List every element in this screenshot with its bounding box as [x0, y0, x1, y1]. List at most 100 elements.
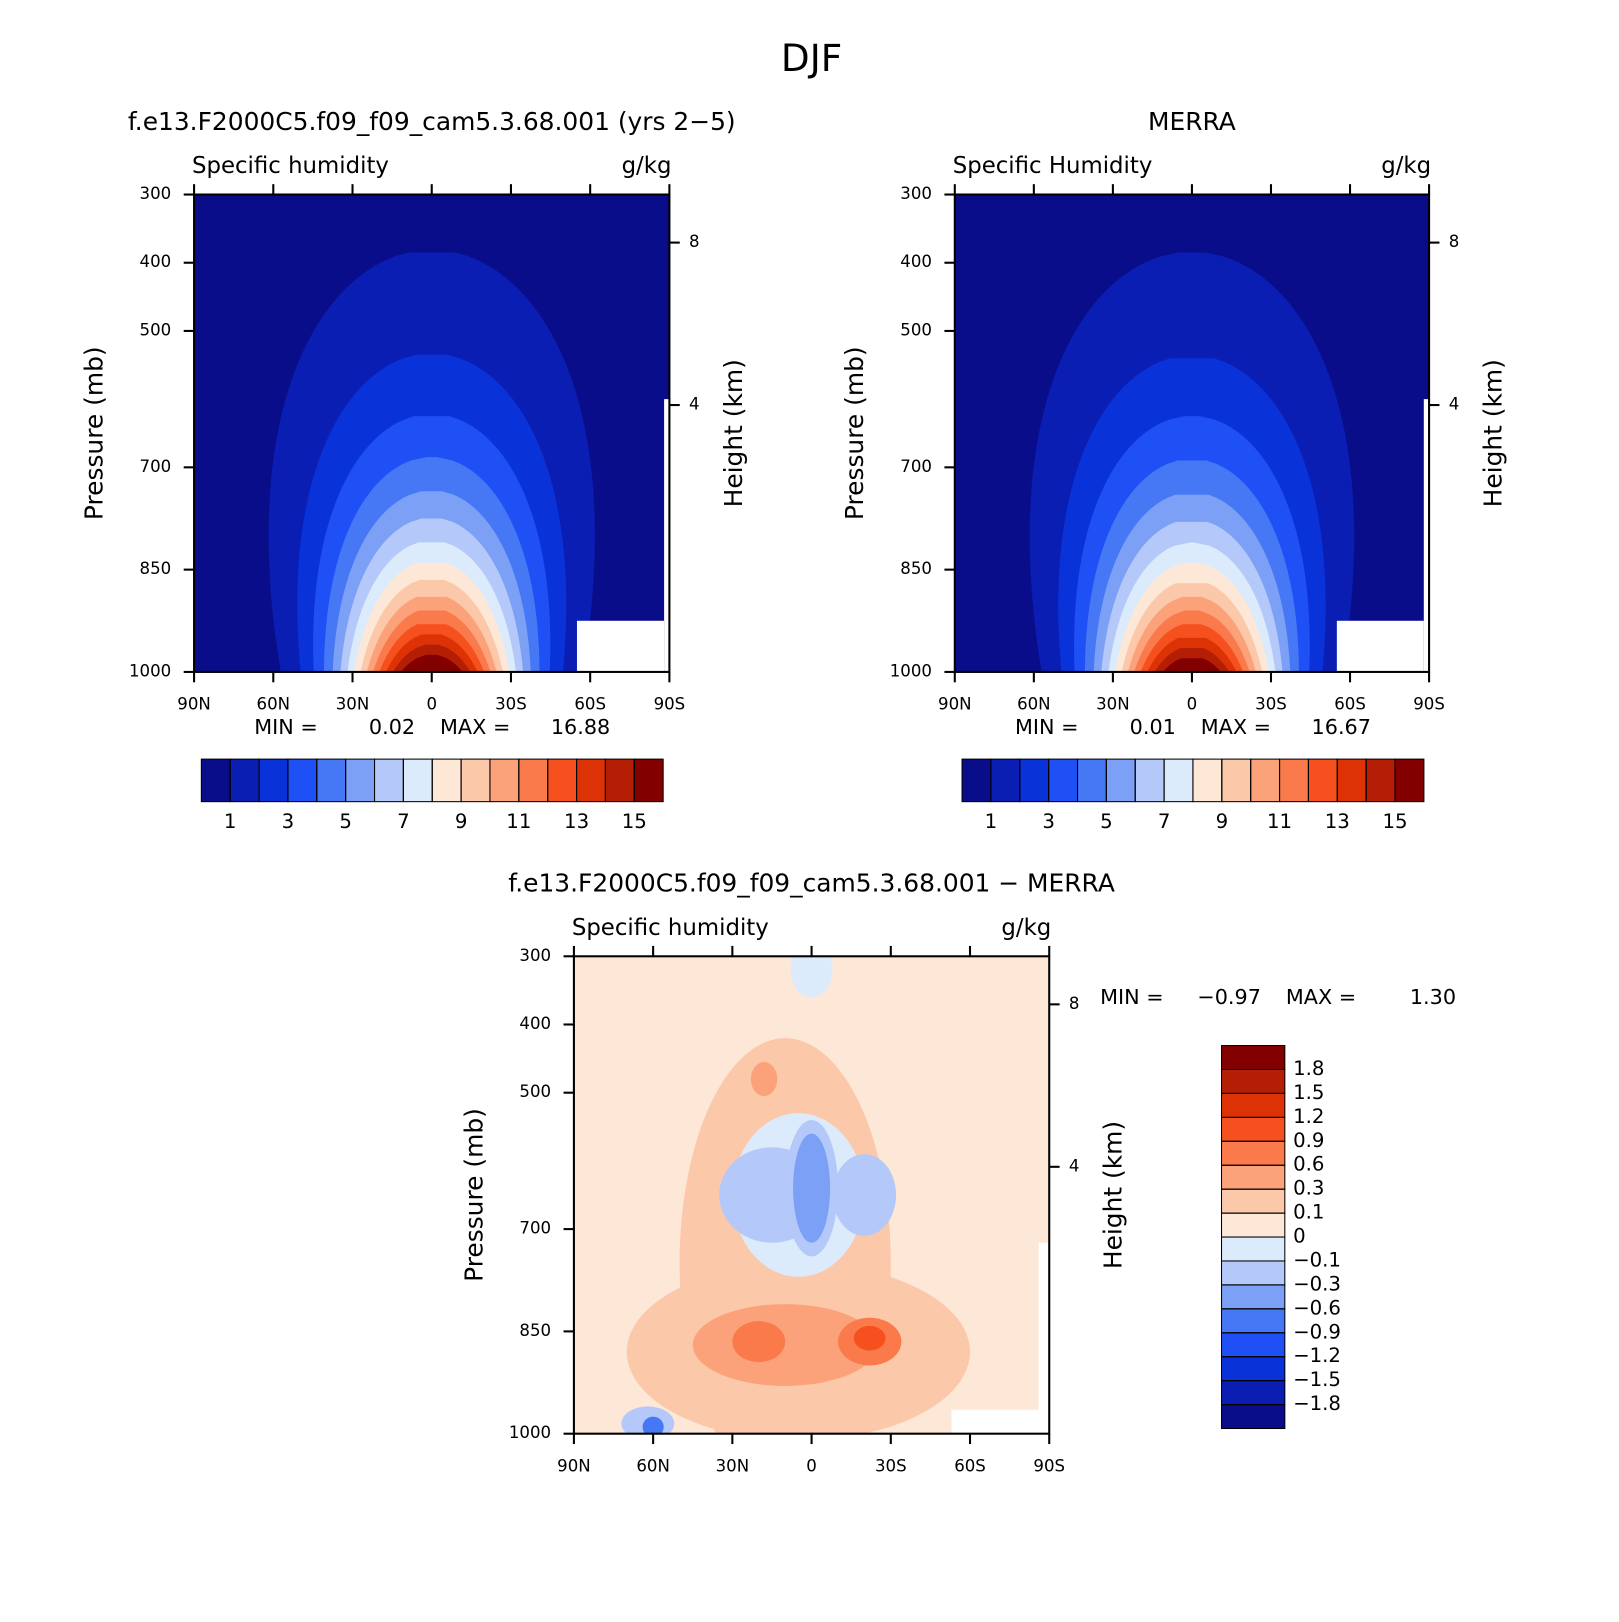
stat-label: MAX =: [440, 715, 510, 739]
colorbar-label: 7: [397, 810, 410, 833]
colorbar-label: 7: [1158, 810, 1171, 833]
x-tick-label: 90N: [177, 695, 211, 714]
colorbar-box: [1192, 758, 1223, 803]
colorbar-box: [1220, 1116, 1286, 1142]
colorbar-box: [1220, 1356, 1286, 1382]
colorbar-box: [1220, 1404, 1286, 1430]
colorbar-label: −1.8: [1293, 1392, 1341, 1415]
colorbar-box: [1220, 1260, 1286, 1286]
y2-axis-label: Height (km): [1099, 1121, 1128, 1269]
colorbar-label: 0.3: [1293, 1177, 1324, 1200]
colorbar-box: [1105, 758, 1136, 803]
contour-band: [642, 1416, 664, 1434]
colorbar-label: −0.9: [1293, 1320, 1341, 1343]
y2-tick-label: 8: [689, 232, 700, 251]
y-axis-label: Pressure (mb): [459, 1108, 488, 1282]
colorbar-label: 0.6: [1293, 1153, 1324, 1176]
colorbar-label: 9: [1216, 810, 1229, 833]
colorbar-box: [1220, 1212, 1286, 1238]
y-tick-label: 500: [900, 320, 932, 339]
missing-region: [1423, 399, 1430, 672]
contour-band: [692, 1304, 878, 1386]
y-tick-label: 700: [140, 457, 172, 476]
colorbar-box: [1220, 1284, 1286, 1310]
y2-tick-label: 8: [1449, 232, 1460, 251]
y-tick-label: 1000: [129, 661, 171, 680]
colorbar-label: 15: [622, 810, 647, 833]
panel-title: f.e13.F2000C5.f09_f09_cam5.3.68.001 (yrs…: [128, 107, 736, 136]
units: g/kg: [622, 153, 672, 179]
units: g/kg: [1381, 153, 1431, 179]
colorbar-box: [200, 758, 231, 803]
stat-label: MIN =: [1100, 985, 1164, 1009]
panel-title: MERRA: [1148, 107, 1236, 136]
colorbar-box: [431, 758, 462, 803]
colorbar-label: 3: [1042, 810, 1055, 833]
contour-band: [790, 956, 833, 998]
y-tick-label: 850: [140, 559, 172, 578]
contour-band: [400, 654, 463, 672]
stat-value: 0.02: [369, 715, 415, 739]
contour-band: [853, 1325, 886, 1351]
missing-region: [576, 620, 665, 672]
colorbar-label: 0: [1293, 1225, 1306, 1248]
y2-tick-label: 4: [1449, 395, 1460, 414]
colorbar-box: [961, 758, 992, 803]
colorbar-box: [604, 758, 635, 803]
y-tick-label: 850: [519, 1321, 551, 1340]
colorbar-box: [633, 758, 664, 803]
colorbar-box: [460, 758, 491, 803]
stat-value: 0.01: [1130, 715, 1176, 739]
colorbar-label: −0.3: [1293, 1272, 1341, 1295]
contour-band: [750, 1062, 778, 1097]
colorbar-box: [287, 758, 318, 803]
figure-title: DJF: [781, 36, 842, 80]
x-tick-label: 60S: [954, 1456, 986, 1475]
colorbar-box: [1220, 1332, 1286, 1358]
colorbar-label: −1.2: [1293, 1344, 1341, 1367]
colorbar-box: [990, 758, 1021, 803]
contour-band: [732, 1321, 786, 1363]
colorbar-box: [1220, 1236, 1286, 1262]
colorbar-box: [1163, 758, 1194, 803]
x-tick-label: 90N: [557, 1456, 591, 1475]
colorbar-label: 0.1: [1293, 1201, 1324, 1224]
x-tick-label: 60S: [574, 695, 606, 714]
x-tick-label: 30S: [875, 1456, 907, 1475]
x-tick-label: 0: [806, 1456, 817, 1475]
missing-region: [951, 1409, 1039, 1434]
colorbar-box: [1076, 758, 1107, 803]
colorbar-box: [1394, 758, 1425, 803]
contour-band: [1162, 658, 1222, 672]
stat-value: 16.88: [551, 715, 610, 739]
missing-region: [664, 399, 670, 672]
plot-area: [573, 956, 1050, 1434]
y2-axis-label: Height (km): [719, 359, 748, 507]
colorbar-label: 13: [564, 810, 589, 833]
colorbar-box: [1220, 1140, 1286, 1166]
y-axis-label: Pressure (mb): [79, 346, 108, 520]
colorbar-box: [1220, 1068, 1286, 1094]
colorbar-label: 1: [224, 810, 237, 833]
contour-band: [793, 1133, 831, 1243]
colorbar-label: 0.9: [1293, 1129, 1324, 1152]
stat-label: MIN =: [1015, 715, 1079, 739]
colorbar-label: 13: [1325, 810, 1350, 833]
colorbar-label: 5: [1100, 810, 1113, 833]
colorbar-label: 1.2: [1293, 1105, 1324, 1128]
x-tick-label: 30N: [336, 695, 370, 714]
x-tick-label: 0: [426, 695, 437, 714]
colorbar-box: [1365, 758, 1396, 803]
y-tick-label: 400: [519, 1014, 551, 1033]
colorbar-box: [547, 758, 578, 803]
stat-label: MAX =: [1201, 715, 1271, 739]
colorbar-label: 15: [1382, 810, 1407, 833]
colorbar-box: [229, 758, 260, 803]
y-tick-label: 300: [140, 184, 172, 203]
colorbar-box: [1220, 1188, 1286, 1214]
colorbar-box: [489, 758, 520, 803]
x-tick-label: 0: [1187, 695, 1198, 714]
x-tick-label: 30S: [1255, 695, 1287, 714]
colorbar-label: 1: [985, 810, 998, 833]
